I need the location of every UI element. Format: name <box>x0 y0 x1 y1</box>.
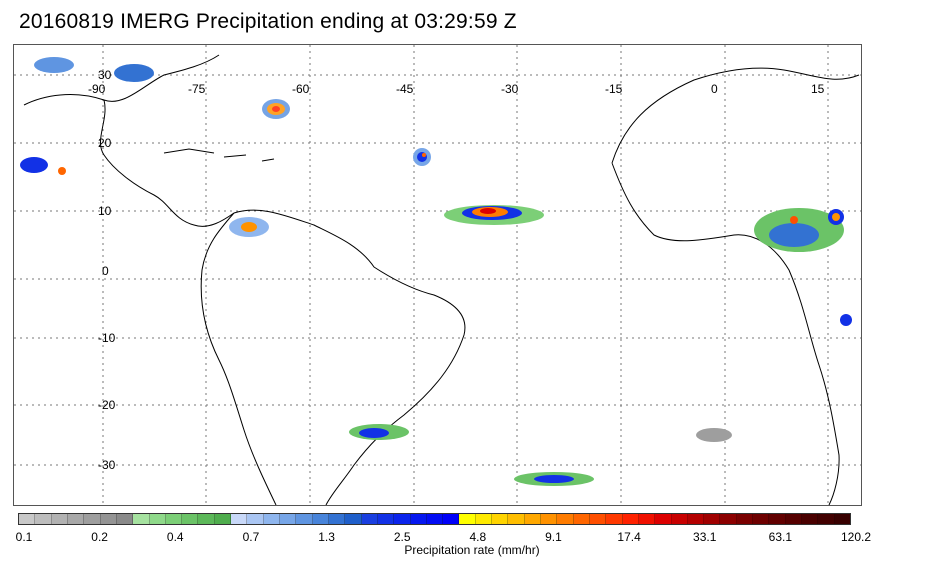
precipitation-field <box>20 57 852 486</box>
lon-label: 0 <box>711 82 718 96</box>
colorbar-swatch <box>736 514 754 524</box>
colorbar-swatch <box>720 514 737 524</box>
lat-label: -20 <box>98 398 116 412</box>
colorbar-swatch <box>149 514 166 524</box>
lat-label: -30 <box>98 458 116 472</box>
colorbar-swatch <box>459 514 476 524</box>
north-america-coast <box>23 54 235 227</box>
graticule-labels: -90 -75 -60 -45 -30 -15 0 15 30 20 10 0 … <box>88 68 825 472</box>
colorbar-swatch <box>655 514 672 524</box>
lat-label: -10 <box>98 331 116 345</box>
graticule <box>14 45 861 505</box>
colorbar-tick-label: 17.4 <box>617 530 641 544</box>
colorbar-swatch <box>410 514 427 524</box>
colorbar-swatch <box>557 514 574 524</box>
colorbar-swatch <box>51 514 68 524</box>
lat-label: 30 <box>98 68 112 82</box>
colorbar-swatch <box>116 514 134 524</box>
colorbar-swatch <box>67 514 85 524</box>
coastlines <box>23 54 860 505</box>
colorbar-swatch <box>165 514 183 524</box>
colorbar-swatch <box>328 514 346 524</box>
colorbar-swatch <box>802 514 819 524</box>
africa-coast <box>611 67 860 505</box>
south-america-coast <box>200 209 466 505</box>
colorbar-swatch <box>361 514 378 524</box>
colorbar-swatch <box>573 514 590 524</box>
colorbar-swatch <box>492 514 509 524</box>
colorbar-swatch <box>377 514 395 524</box>
lat-label: 20 <box>98 136 112 150</box>
colorbar-tick-label: 0.4 <box>166 530 184 544</box>
lon-label: -15 <box>605 82 623 96</box>
colorbar-label: Precipitation rate (mm/hr) <box>404 543 540 557</box>
colorbar-swatch <box>35 514 52 524</box>
colorbar-swatch <box>524 514 541 524</box>
colorbar-tick-label: 120.2 <box>840 530 872 544</box>
lon-label: -90 <box>88 82 106 96</box>
map-title: 20160819 IMERG Precipitation ending at 0… <box>19 10 517 33</box>
precipitation-map[interactable]: -90 -75 -60 -45 -30 -15 0 15 30 20 10 0 … <box>13 44 862 506</box>
caribbean-islands <box>163 148 275 162</box>
colorbar-swatch <box>133 514 150 524</box>
colorbar-tick-label: 33.1 <box>693 530 717 544</box>
colorbar-swatch <box>84 514 101 524</box>
precip-colorbar <box>18 513 851 525</box>
lat-label: 0 <box>102 264 109 278</box>
lon-label: -75 <box>188 82 206 96</box>
colorbar-swatch <box>508 514 525 524</box>
colorbar-swatch <box>263 514 280 524</box>
colorbar-swatch <box>589 514 607 524</box>
colorbar-swatch <box>231 514 248 524</box>
colorbar-swatch <box>541 514 558 524</box>
colorbar-swatch <box>475 514 493 524</box>
colorbar-tick-label: 0.1 <box>15 530 33 544</box>
colorbar-swatch <box>280 514 297 524</box>
lat-label: 10 <box>98 204 112 218</box>
colorbar-swatch <box>671 514 688 524</box>
colorbar-swatch <box>182 514 199 524</box>
colorbar-swatch <box>769 514 786 524</box>
colorbar-swatch <box>247 514 264 524</box>
colorbar-tick-label: 1.3 <box>318 530 335 544</box>
colorbar-tick-label: 0.2 <box>91 530 108 544</box>
colorbar-swatch <box>443 514 460 524</box>
colorbar-swatch <box>704 514 721 524</box>
colorbar-swatch <box>638 514 656 524</box>
lon-label: -60 <box>292 82 310 96</box>
colorbar-swatch <box>426 514 444 524</box>
colorbar-swatch <box>606 514 623 524</box>
colorbar-tick-label: 4.8 <box>469 530 487 544</box>
colorbar-swatch <box>818 514 835 524</box>
lon-label: -45 <box>396 82 414 96</box>
colorbar-swatch <box>312 514 329 524</box>
colorbar-swatch <box>296 514 313 524</box>
colorbar-swatch <box>834 514 850 524</box>
colorbar-tick-label: 2.5 <box>393 530 411 544</box>
colorbar-swatch <box>622 514 639 524</box>
colorbar-swatch <box>687 514 705 524</box>
colorbar-tick-label: 9.1 <box>545 530 562 544</box>
colorbar-swatch <box>214 514 232 524</box>
colorbar-swatch <box>19 514 36 524</box>
map-canvas: -90 -75 -60 -45 -30 -15 0 15 30 20 10 0 … <box>14 45 861 505</box>
colorbar-swatch <box>753 514 770 524</box>
lon-label: -30 <box>501 82 519 96</box>
lon-label: 15 <box>811 82 825 96</box>
colorbar-tick-label: 63.1 <box>768 530 793 544</box>
colorbar-swatch <box>785 514 802 524</box>
colorbar-tick-label: 0.7 <box>242 530 260 544</box>
colorbar-swatch <box>394 514 411 524</box>
colorbar-swatch <box>345 514 362 524</box>
colorbar-swatch <box>198 514 215 524</box>
colorbar-swatch <box>100 514 117 524</box>
